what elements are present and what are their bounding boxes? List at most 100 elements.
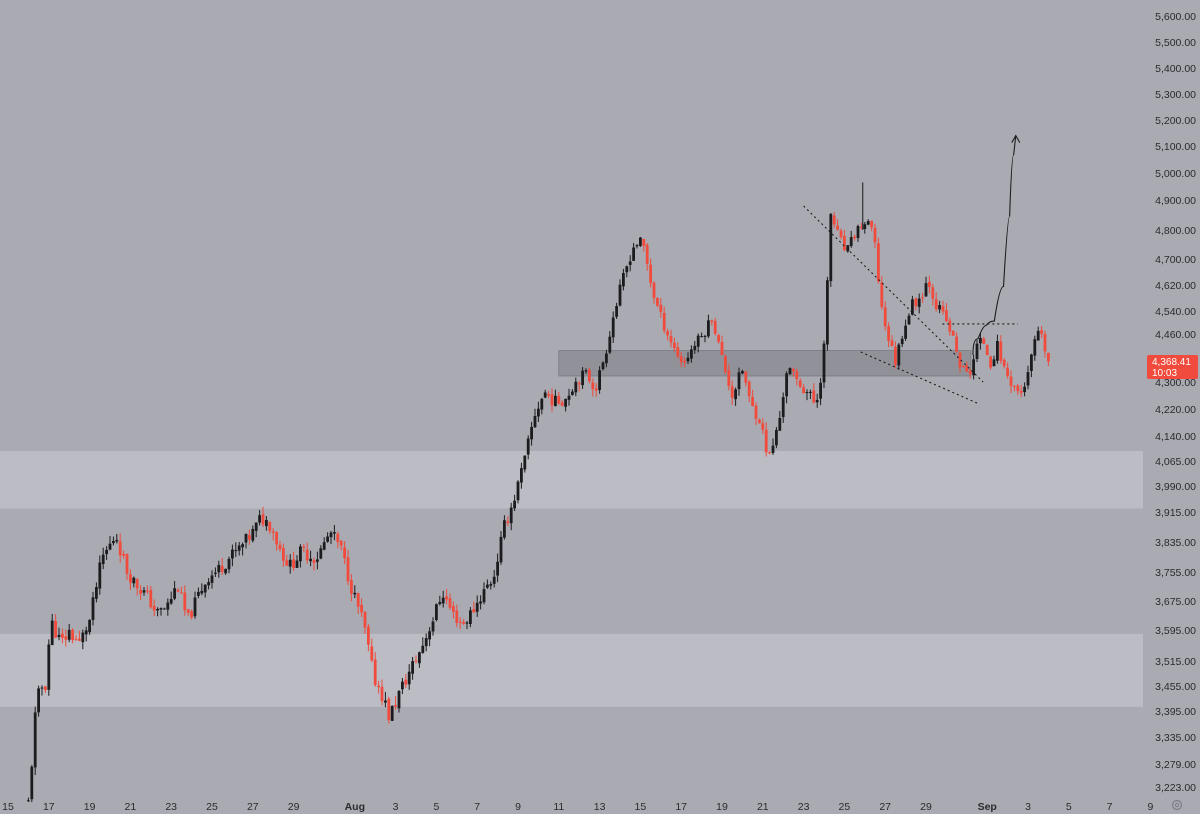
candle-body (268, 521, 272, 532)
candle-body (866, 221, 870, 225)
candle-body (860, 227, 863, 229)
candle-body (482, 589, 486, 603)
candle-body (815, 399, 819, 403)
candle-body (856, 226, 860, 239)
candle-body (169, 599, 173, 604)
time-tick-label: 13 (594, 801, 606, 813)
candle-body (254, 522, 258, 531)
candle-body (768, 452, 771, 454)
candle-body (326, 536, 329, 542)
candle-body (309, 558, 312, 562)
candle-body (428, 631, 431, 640)
candle-body (333, 532, 336, 534)
candle-body (996, 341, 999, 361)
candle-body (771, 445, 775, 453)
candle-body (934, 299, 938, 310)
candle-body (737, 372, 741, 390)
candle-body (424, 638, 428, 647)
candle-body (679, 356, 683, 362)
time-tick-label: 9 (515, 801, 521, 813)
candle-body (469, 610, 472, 624)
candle-body (972, 359, 975, 376)
price-tick-label: 3,395.00 (1155, 706, 1196, 718)
candle-body (883, 307, 887, 327)
trendline-0[interactable] (803, 205, 984, 383)
candle-body (669, 336, 673, 343)
candle-body (224, 568, 227, 574)
candle-body (503, 520, 506, 538)
candle-body (339, 540, 343, 546)
drawings-layer (803, 134, 1021, 405)
candle-body (472, 608, 476, 613)
candle-body (441, 597, 445, 604)
candle-body (241, 544, 244, 548)
price-axis[interactable]: 5,600.00 5,500.00 5,400.00 5,300.00 5,200.00… (1155, 11, 1196, 794)
candle-body (713, 320, 717, 334)
candle-body (217, 564, 221, 573)
time-tick-label: 15 (635, 801, 647, 813)
candle-body (979, 337, 982, 344)
candle-body (1023, 386, 1026, 393)
candle-body (690, 349, 693, 359)
candle-body (985, 345, 989, 356)
candle-body (265, 520, 268, 527)
candle-body (71, 629, 74, 641)
projection-path[interactable] (972, 135, 1017, 356)
candle-body (853, 236, 856, 239)
candle-body (686, 357, 690, 362)
time-axis[interactable]: 15 17 19 21 23 25 27 29 Aug 3 5 7 9 11 13 15 17 19 21 23 25 2… (2, 801, 1153, 813)
candle-body (635, 245, 639, 247)
candle-body (506, 521, 510, 524)
candle-body (288, 559, 292, 567)
time-tick-label: 29 (288, 801, 300, 813)
candle-body (795, 371, 799, 379)
candle-body (632, 247, 635, 261)
candle-body (112, 541, 115, 544)
candle-body (156, 608, 159, 611)
candle-body (516, 481, 520, 501)
candle-body (802, 387, 805, 394)
candle-body (642, 239, 646, 247)
trendline-1[interactable] (860, 351, 980, 405)
candle-body (142, 590, 146, 593)
candle-body (897, 344, 901, 366)
candle-body (523, 455, 527, 470)
candle-body (282, 547, 285, 561)
candle-body (836, 225, 839, 230)
price-tick-label: 4,800.00 (1155, 225, 1196, 237)
candle-body (197, 591, 200, 596)
settings-gear-icon[interactable] (1171, 799, 1183, 811)
candle-body (1047, 352, 1050, 362)
candle-body (149, 590, 153, 608)
candle-body (945, 310, 948, 322)
candle-body (390, 705, 394, 721)
candle-body (812, 390, 816, 403)
candle-body (904, 325, 907, 339)
candle-body (543, 392, 547, 398)
candle-body (316, 559, 319, 562)
price-tick-label: 3,835.00 (1155, 537, 1196, 549)
candle-body (962, 366, 965, 368)
candle-body (1026, 372, 1030, 386)
time-tick-label: 27 (879, 801, 891, 813)
candle-body (220, 565, 224, 572)
candle-body (135, 579, 139, 589)
candle-body (261, 514, 265, 525)
candle-body (336, 533, 340, 543)
zone-light-0 (0, 451, 1143, 509)
candle-body (452, 606, 455, 612)
candle-body (656, 298, 659, 306)
candle-body (159, 608, 163, 610)
candle-body (302, 546, 306, 548)
candle-body (421, 645, 425, 653)
candle-body (822, 343, 826, 383)
price-tick-label: 4,540.00 (1155, 306, 1196, 318)
candle-body (744, 371, 748, 383)
candle-body (870, 220, 873, 228)
candle-body (78, 638, 81, 641)
candle-body (237, 545, 241, 551)
candle-body (299, 546, 302, 562)
candle-body (809, 391, 812, 393)
candle-body (146, 590, 149, 592)
